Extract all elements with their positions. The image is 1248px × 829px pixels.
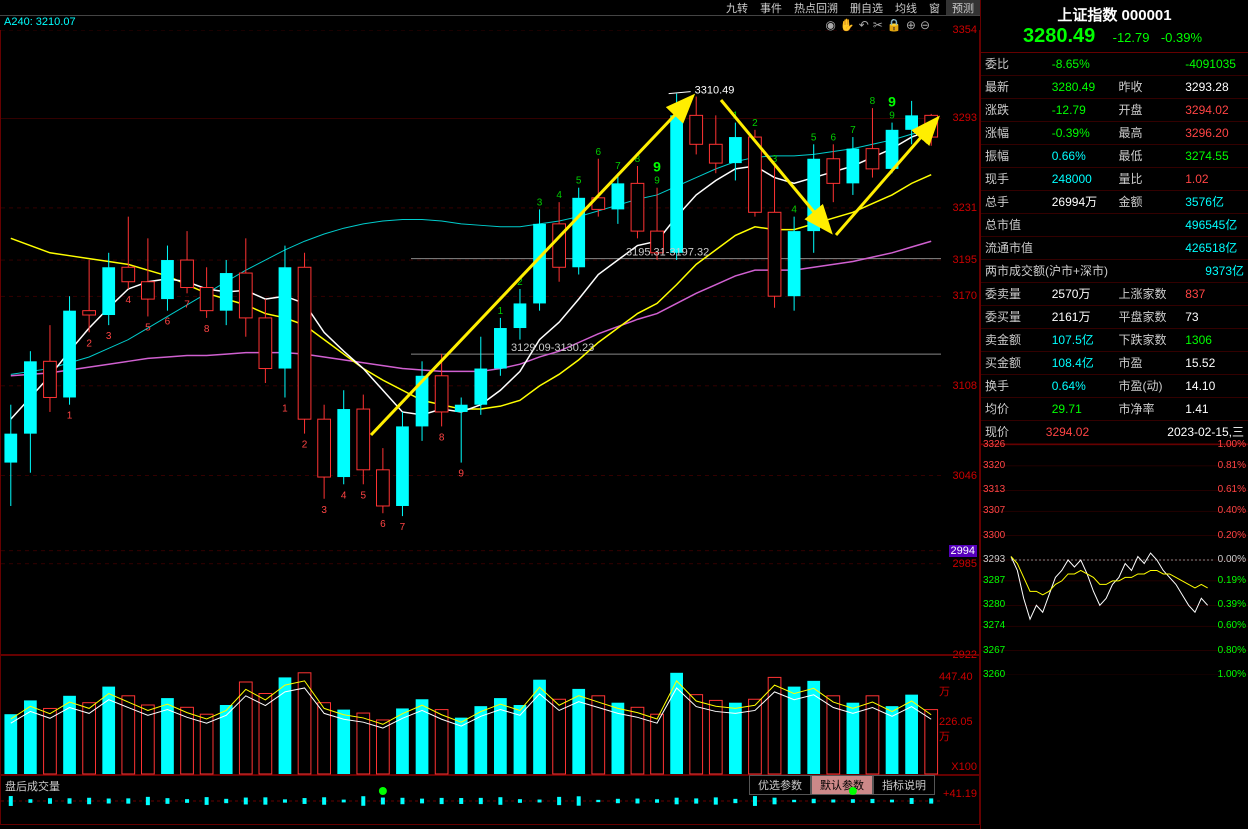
svg-text:9: 9 <box>889 111 895 122</box>
svg-text:1: 1 <box>67 411 73 422</box>
svg-text:5: 5 <box>576 176 582 187</box>
svg-text:3: 3 <box>106 331 112 342</box>
svg-text:6: 6 <box>380 519 386 530</box>
tab-delete[interactable]: 删自选 <box>844 0 889 15</box>
plus-icon[interactable]: ⊕ <box>906 18 916 32</box>
vol-yaxis: 447.40万226.05万X100 <box>939 656 979 774</box>
index-title: 上证指数 000001 <box>981 4 1248 25</box>
top-tabs: 九转 事件 热点回溯 删自选 均线 窗 预测 <box>0 0 980 16</box>
svg-text:4: 4 <box>341 490 347 501</box>
info-panel: 上证指数 000001 3280.49 -12.79 -0.39% 委比-8.6… <box>980 0 1248 829</box>
volume-panel[interactable]: 447.40万226.05万X100 <box>0 655 980 775</box>
svg-text:7: 7 <box>850 125 856 136</box>
hand-icon[interactable]: ✋ <box>840 18 855 32</box>
svg-text:1: 1 <box>282 403 288 414</box>
tool-icons: ◉ ✋ ↶ ✂ 🔒 ⊕ ⊖ <box>825 18 930 32</box>
svg-text:7: 7 <box>184 299 190 310</box>
svg-text:9: 9 <box>654 176 660 187</box>
data-row: 总手26994万金额3576亿 <box>981 191 1248 214</box>
svg-text:7: 7 <box>400 522 406 533</box>
data-row: 涨幅-0.39%最高3296.20 <box>981 122 1248 145</box>
data-row: 委买量2161万平盘家数73 <box>981 306 1248 329</box>
svg-text:5: 5 <box>811 132 817 143</box>
bottom-panel[interactable]: 盘后成交量 优选参数 默认参数 指标说明 +41.19 <box>0 775 980 825</box>
minus-icon[interactable]: ⊖ <box>920 18 930 32</box>
svg-text:6: 6 <box>165 317 171 328</box>
svg-text:3195.31-3197.32: 3195.31-3197.32 <box>626 247 709 259</box>
tab-ma[interactable]: 均线 <box>889 0 923 15</box>
svg-text:4: 4 <box>556 190 562 201</box>
svg-text:1: 1 <box>498 306 504 317</box>
data-row: 换手0.64%市盈(动)14.10 <box>981 375 1248 398</box>
svg-text:2: 2 <box>752 118 758 129</box>
data-row: 均价29.71市净率1.41 <box>981 398 1248 421</box>
svg-text:3129.09-3130.23: 3129.09-3130.23 <box>511 342 594 354</box>
current-price: 3280.49 <box>1023 25 1095 48</box>
svg-text:6: 6 <box>831 132 837 143</box>
tab-jiuzhu[interactable]: 九转 <box>720 0 754 15</box>
data-row: 卖金额107.5亿下跌家数1306 <box>981 329 1248 352</box>
svg-text:4: 4 <box>126 295 132 306</box>
tab-hotspot[interactable]: 热点回溯 <box>788 0 844 15</box>
data-row: 总市值496545亿 <box>981 214 1248 237</box>
data-row: 委比-8.65%-4091035 <box>981 53 1248 76</box>
mini-chart[interactable]: 3326332033133307330032933287328032743267… <box>981 444 1248 674</box>
undo-icon[interactable]: ↶ <box>859 18 869 32</box>
svg-text:9: 9 <box>888 94 896 110</box>
tab-window[interactable]: 窗 <box>923 0 946 15</box>
svg-text:8: 8 <box>439 432 445 443</box>
data-table: 委比-8.65%-4091035最新3280.49昨收3293.28涨跌-12.… <box>981 53 1248 444</box>
svg-text:9: 9 <box>458 469 464 480</box>
data-row: 现手248000量比1.02 <box>981 168 1248 191</box>
svg-text:2: 2 <box>86 338 92 349</box>
data-row: 涨跌-12.79开盘3294.02 <box>981 99 1248 122</box>
svg-text:5: 5 <box>145 322 151 333</box>
data-row: 委卖量2570万上涨家数837 <box>981 283 1248 306</box>
svg-text:2: 2 <box>302 440 308 451</box>
data-row: 现价3294.022023-02-15,三 <box>981 421 1248 444</box>
price-change: -12.79 <box>1113 30 1150 45</box>
cut-icon[interactable]: ✂ <box>873 18 883 32</box>
data-row: 最新3280.49昨收3293.28 <box>981 76 1248 99</box>
svg-text:9: 9 <box>653 159 661 175</box>
eye-icon[interactable]: ◉ <box>825 18 835 32</box>
bottom-yaxis: +41.19 <box>939 776 979 824</box>
svg-text:5: 5 <box>361 490 367 501</box>
svg-text:3310.49: 3310.49 <box>695 85 735 97</box>
tab-predict[interactable]: 预测 <box>946 0 980 15</box>
bottom-label: 盘后成交量 <box>5 778 60 794</box>
data-row: 两市成交额(沪市+深市)9373亿 <box>981 260 1248 283</box>
svg-text:6: 6 <box>596 147 602 158</box>
svg-text:8: 8 <box>870 96 876 107</box>
data-row: 流通市值426518亿 <box>981 237 1248 260</box>
svg-text:8: 8 <box>204 324 210 335</box>
price-pct: -0.39% <box>1161 30 1202 45</box>
chart-yaxis: 2922298529943046310831703195323132933354 <box>939 30 979 654</box>
svg-text:4: 4 <box>791 205 797 216</box>
main-chart[interactable]: 1234567812345678912345678912345678999331… <box>0 30 980 655</box>
svg-text:3: 3 <box>321 505 327 516</box>
lock-icon[interactable]: 🔒 <box>887 18 902 32</box>
data-row: 买金额108.4亿市盈15.52 <box>981 352 1248 375</box>
tab-event[interactable]: 事件 <box>754 0 788 15</box>
data-row: 振幅0.66%最低3274.55 <box>981 145 1248 168</box>
info-header: 上证指数 000001 3280.49 -12.79 -0.39% <box>981 0 1248 53</box>
svg-text:3: 3 <box>537 197 543 208</box>
